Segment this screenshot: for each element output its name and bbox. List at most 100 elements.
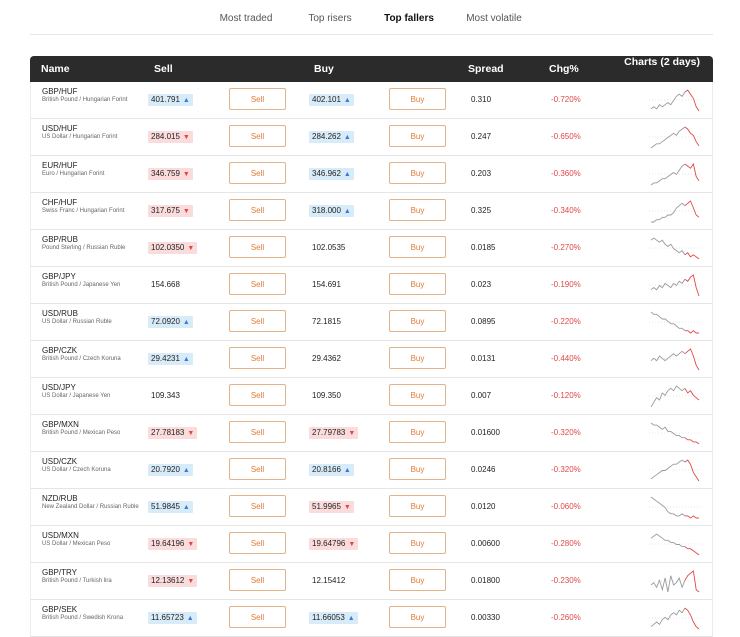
instrument-name[interactable]: USD/CZK US Dollar / Czech Koruna — [42, 457, 142, 474]
sparkline-chart[interactable] — [649, 382, 701, 410]
instrument-name[interactable]: USD/MXN US Dollar / Mexican Peso — [42, 531, 142, 548]
sparkline-chart[interactable] — [649, 493, 701, 521]
table-row[interactable]: USD/RUB US Dollar / Russian Ruble 72.092… — [30, 304, 713, 341]
spread-value: 0.01600 — [471, 428, 500, 437]
instrument-name[interactable]: USD/JPY US Dollar / Japanese Yen — [42, 383, 142, 400]
table-row[interactable]: CHF/HUF Swiss Franc / Hungarian Forint 3… — [30, 193, 713, 230]
table-row[interactable]: GBP/SEK British Pound / Swedish Krona 11… — [30, 600, 713, 637]
instrument-name[interactable]: NZD/RUB New Zealand Dollar / Russian Rub… — [42, 494, 142, 511]
buy-button[interactable]: Buy — [389, 606, 446, 628]
buy-button[interactable]: Buy — [389, 125, 446, 147]
sell-button[interactable]: Sell — [229, 606, 286, 628]
sparkline-chart[interactable] — [649, 567, 701, 595]
tab-top-risers[interactable]: Top risers — [308, 13, 352, 24]
instrument-name[interactable]: GBP/SEK British Pound / Swedish Krona — [42, 605, 142, 622]
sparkline-history — [650, 350, 686, 362]
sell-button[interactable]: Sell — [229, 532, 286, 554]
arrow-down-icon: ▼ — [182, 208, 190, 215]
sparkline-history — [650, 385, 686, 408]
instrument-name[interactable]: USD/HUF US Dollar / Hungarian Forint — [42, 124, 142, 141]
instrument-name[interactable]: EUR/HUF Euro / Hungarian Forint — [42, 161, 142, 178]
sell-button[interactable]: Sell — [229, 458, 286, 480]
sell-button[interactable]: Sell — [229, 495, 286, 517]
table-row[interactable]: NZD/RUB New Zealand Dollar / Russian Rub… — [30, 489, 713, 526]
buy-button[interactable]: Buy — [389, 162, 446, 184]
buy-button[interactable]: Buy — [389, 273, 446, 295]
sell-button[interactable]: Sell — [229, 199, 286, 221]
sell-button[interactable]: Sell — [229, 347, 286, 369]
buy-button[interactable]: Buy — [389, 236, 446, 258]
buy-button[interactable]: Buy — [389, 495, 446, 517]
sparkline-chart[interactable] — [649, 234, 701, 262]
buy-button[interactable]: Buy — [389, 384, 446, 406]
tab-most-traded[interactable]: Most traded — [219, 13, 273, 24]
sparkline-chart[interactable] — [649, 197, 701, 225]
sell-price: 109.343 — [151, 391, 180, 400]
sell-button[interactable]: Sell — [229, 421, 286, 443]
table-row[interactable]: GBP/HUF British Pound / Hungarian Forint… — [30, 82, 713, 119]
buy-button[interactable]: Buy — [389, 421, 446, 443]
change-percent: -0.440% — [551, 354, 581, 363]
instrument-name[interactable]: GBP/RUB Pound Sterling / Russian Ruble — [42, 235, 142, 252]
sell-button[interactable]: Sell — [229, 569, 286, 591]
table-row[interactable]: GBP/CZK British Pound / Czech Koruna 29.… — [30, 341, 713, 378]
sparkline-chart[interactable] — [649, 271, 701, 299]
instrument-symbol: EUR/HUF — [42, 161, 78, 170]
buy-price: 29.4362 — [312, 354, 341, 363]
table-row[interactable]: GBP/TRY British Pound / Turkish lira 12.… — [30, 563, 713, 600]
instrument-name[interactable]: GBP/HUF British Pound / Hungarian Forint — [42, 87, 142, 104]
sparkline-chart[interactable] — [649, 123, 701, 151]
table-row[interactable]: USD/CZK US Dollar / Czech Koruna 20.7920… — [30, 452, 713, 489]
sell-price: 11.65723 ▲ — [148, 612, 197, 624]
sparkline-chart[interactable] — [649, 308, 701, 336]
arrow-up-icon: ▲ — [182, 97, 190, 104]
sparkline-chart[interactable] — [649, 530, 701, 558]
instrument-name[interactable]: GBP/TRY British Pound / Turkish lira — [42, 568, 142, 585]
table-row[interactable]: USD/HUF US Dollar / Hungarian Forint 284… — [30, 119, 713, 156]
arrow-up-icon: ▲ — [182, 319, 190, 326]
buy-button[interactable]: Buy — [389, 458, 446, 480]
sparkline-chart[interactable] — [649, 419, 701, 447]
buy-button[interactable]: Buy — [389, 199, 446, 221]
spread-value: 0.0185 — [471, 243, 496, 252]
sparkline-chart[interactable] — [649, 86, 701, 114]
sparkline-chart[interactable] — [649, 456, 701, 484]
instrument-name[interactable]: GBP/MXN British Pound / Mexican Peso — [42, 420, 142, 437]
buy-button[interactable]: Buy — [389, 347, 446, 369]
table-row[interactable]: GBP/RUB Pound Sterling / Russian Ruble 1… — [30, 230, 713, 267]
arrow-up-icon: ▲ — [182, 356, 190, 363]
change-percent: -0.320% — [551, 428, 581, 437]
instrument-name[interactable]: USD/RUB US Dollar / Russian Ruble — [42, 309, 142, 326]
sell-price: 346.759 ▼ — [148, 168, 193, 180]
table-row[interactable]: USD/JPY US Dollar / Japanese Yen 109.343… — [30, 378, 713, 415]
sell-button[interactable]: Sell — [229, 236, 286, 258]
buy-button[interactable]: Buy — [389, 88, 446, 110]
sparkline-chart[interactable] — [649, 160, 701, 188]
arrow-up-icon: ▲ — [347, 615, 355, 622]
instrument-name[interactable]: GBP/CZK British Pound / Czech Koruna — [42, 346, 142, 363]
sell-button[interactable]: Sell — [229, 273, 286, 295]
sparkline-history — [650, 533, 685, 548]
buy-price: 102.0535 — [312, 243, 346, 252]
buy-button[interactable]: Buy — [389, 569, 446, 591]
tab-top-fallers[interactable]: Top fallers — [368, 0, 450, 35]
sell-button[interactable]: Sell — [229, 88, 286, 110]
table-row[interactable]: USD/MXN US Dollar / Mexican Peso 19.6419… — [30, 526, 713, 563]
sparkline-chart[interactable] — [649, 604, 701, 632]
instrument-name[interactable]: CHF/HUF Swiss Franc / Hungarian Forint — [42, 198, 142, 215]
sell-button[interactable]: Sell — [229, 162, 286, 184]
sparkline-chart[interactable] — [649, 345, 701, 373]
table-row[interactable]: EUR/HUF Euro / Hungarian Forint 346.759 ▼… — [30, 156, 713, 193]
instrument-name[interactable]: GBP/JPY British Pound / Japanese Yen — [42, 272, 142, 289]
arrow-up-icon: ▲ — [343, 134, 351, 141]
table-row[interactable]: GBP/JPY British Pound / Japanese Yen 154… — [30, 267, 713, 304]
sell-button[interactable]: Sell — [229, 310, 286, 332]
change-percent: -0.230% — [551, 576, 581, 585]
sell-button[interactable]: Sell — [229, 384, 286, 406]
buy-button[interactable]: Buy — [389, 310, 446, 332]
sell-button[interactable]: Sell — [229, 125, 286, 147]
table-row[interactable]: GBP/MXN British Pound / Mexican Peso 27.… — [30, 415, 713, 452]
tab-most-volatile[interactable]: Most volatile — [466, 13, 522, 24]
buy-button[interactable]: Buy — [389, 532, 446, 554]
spread-value: 0.01800 — [471, 576, 500, 585]
